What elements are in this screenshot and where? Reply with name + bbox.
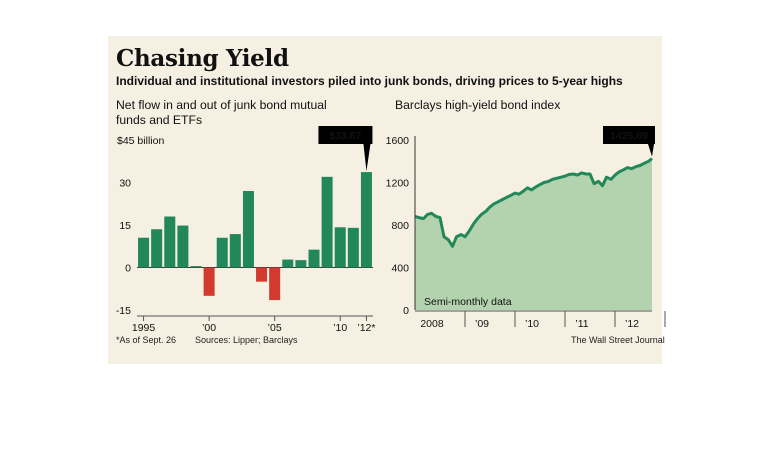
bar xyxy=(164,216,176,268)
bar xyxy=(269,267,281,301)
bar xyxy=(151,229,163,268)
bar xyxy=(138,237,150,268)
bar xyxy=(256,267,268,282)
bar xyxy=(334,227,346,268)
sources-note: Sources: Lipper; Barclays xyxy=(195,335,298,345)
bar-chart-title: Net flow in and out of junk bond mutual … xyxy=(116,98,327,127)
bar-callout-pointer xyxy=(363,144,371,172)
index-y-tick-label: 800 xyxy=(391,220,409,232)
index-x-tick-label: 2008 xyxy=(420,318,444,330)
bar-y-tick-label: 30 xyxy=(119,178,131,190)
index-x-tick-label: ’12 xyxy=(625,318,639,330)
index-y-tick-label: 1600 xyxy=(386,135,410,147)
index-callout-box xyxy=(603,126,655,144)
bar xyxy=(203,267,215,296)
bar-y-tick-label: -15 xyxy=(116,305,131,317)
bar-x-tick-label: ’05 xyxy=(268,322,282,334)
bar-unit-label: $45 billion xyxy=(117,135,164,147)
credit-line: The Wall Street Journal xyxy=(571,335,665,345)
index-chart-title: Barclays high-yield bond index xyxy=(395,98,561,112)
index-x-tick-label: ’09 xyxy=(475,318,489,330)
bar-x-tick-label: ’12* xyxy=(357,322,375,334)
index-line xyxy=(414,157,653,248)
index-callout-pointer xyxy=(648,144,654,157)
bar xyxy=(177,225,189,268)
subhead: Individual and institutional investors p… xyxy=(116,74,623,88)
index-y-tick-label: 400 xyxy=(391,263,409,275)
bar xyxy=(308,249,320,268)
bar-x-tick-label: 1995 xyxy=(132,322,156,334)
bar xyxy=(242,191,254,268)
index-area xyxy=(415,158,652,310)
bar-y-tick-label: 0 xyxy=(125,263,131,275)
index-annotation: Semi-monthly data xyxy=(424,296,512,308)
headline: Chasing Yield xyxy=(116,45,289,72)
bar-callout-box xyxy=(318,126,373,144)
bar xyxy=(295,260,307,268)
bar-y-tick-label: 15 xyxy=(119,220,131,232)
bar xyxy=(282,259,294,268)
bar-x-tick-label: ’10 xyxy=(333,322,347,334)
bar xyxy=(347,227,359,268)
bar xyxy=(216,237,228,268)
bar xyxy=(229,234,241,268)
index-x-tick-label: ’10 xyxy=(525,318,539,330)
index-x-tick-label: ’11 xyxy=(575,318,588,330)
bar xyxy=(360,172,372,268)
index-y-tick-label: 1200 xyxy=(386,178,410,190)
bar xyxy=(190,266,202,268)
bar-x-tick-label: ’00 xyxy=(202,322,216,334)
footnote: *As of Sept. 26 xyxy=(116,335,177,345)
bar xyxy=(321,176,333,268)
index-y-tick-label: 0 xyxy=(403,305,409,317)
index-callout-label: 1425.69 xyxy=(610,130,648,142)
bar-callout-label: $33.67 xyxy=(329,130,361,142)
